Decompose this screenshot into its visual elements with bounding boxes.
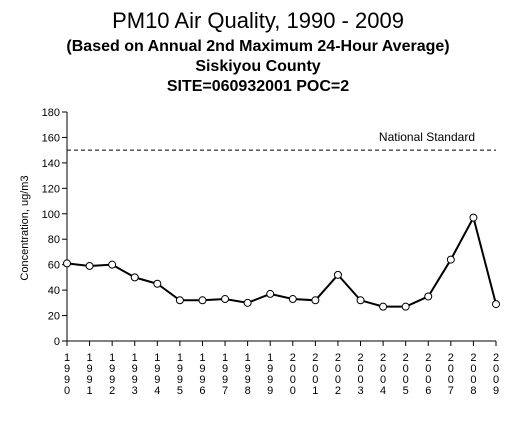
y-tick-label: 40 [48, 285, 60, 297]
data-point [311, 296, 320, 305]
reference-line-group: National Standard [67, 130, 496, 151]
y-tick-label: 180 [42, 107, 60, 119]
x-axis: 1 9 9 0 1 9 9 1 1 9 9 2 1 9 9 3 1 9 9 4 1 9 9 5 1 9 9 6 1 9 9 7 1 9 9 8 1 9 9 9… [64, 340, 499, 397]
y-tick-label: 80 [48, 234, 60, 246]
y-tick-label: 160 [42, 132, 60, 144]
y-tick-label: 0 [54, 336, 60, 348]
y-axis-label: Concentration, ug/m3 [19, 175, 31, 280]
y-tick-label: 60 [48, 260, 60, 272]
national-standard-label: National Standard [379, 130, 475, 144]
chart-subtitle-basis: (Based on Annual 2nd Maximum 24-Hour Ave… [66, 38, 450, 55]
data-point [266, 289, 275, 298]
data-point [108, 260, 117, 269]
data-point [198, 296, 207, 305]
data-point [356, 296, 365, 305]
data-point [446, 255, 455, 264]
data-point [243, 298, 252, 307]
data-point [492, 300, 500, 309]
y-axis: 0 20 40 60 80 100 120 140 160 180 [42, 107, 68, 348]
series-line [66, 214, 497, 308]
data-point [401, 302, 410, 311]
y-tick-label: 20 [48, 311, 60, 323]
data-point [469, 213, 478, 222]
data-point [130, 273, 139, 282]
chart-subtitle-county: Siskiyou County [195, 58, 321, 75]
data-point [153, 279, 162, 288]
data-point [175, 296, 184, 305]
data-point [63, 259, 71, 268]
y-tick-label: 100 [42, 209, 60, 221]
y-tick-label: 120 [42, 183, 60, 195]
series-group [63, 213, 500, 311]
data-point [333, 270, 342, 279]
y-tick-label: 140 [42, 158, 60, 170]
data-point [288, 295, 297, 304]
data-point [85, 261, 94, 270]
data-point [221, 295, 230, 304]
data-point [424, 292, 433, 301]
data-point [379, 302, 388, 311]
chart-title: PM10 Air Quality, 1990 - 2009 [112, 8, 404, 33]
chart-subtitle-site: SITE=060932001 POC=2 [166, 78, 350, 95]
